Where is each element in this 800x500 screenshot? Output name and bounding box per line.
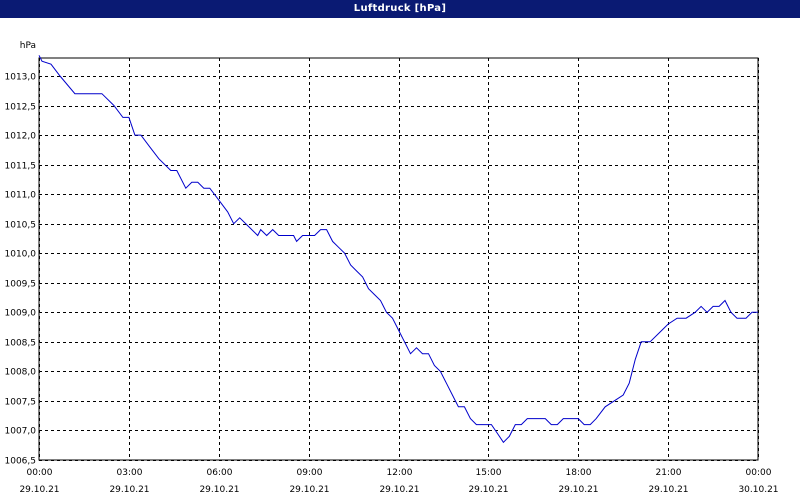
x-tick-date: 29.10.21 — [19, 485, 59, 495]
y-tick-label: 1010,5 — [5, 221, 37, 231]
grid-lines — [38, 57, 759, 461]
x-tick-time: 12:00 — [387, 468, 413, 478]
y-tick-label: 1012,0 — [5, 132, 37, 142]
y-tick-label: 1011,5 — [5, 162, 37, 172]
x-tick-time: 03:00 — [117, 468, 143, 478]
x-tick-date: 29.10.21 — [199, 485, 239, 495]
y-tick-label: 1012,5 — [5, 103, 37, 113]
x-tick-time: 06:00 — [207, 468, 233, 478]
y-tick-label: 1007,0 — [5, 427, 37, 437]
x-tick-date: 30.10.21 — [738, 485, 778, 495]
y-tick-label: 1009,5 — [5, 280, 37, 290]
x-tick-date: 29.10.21 — [379, 485, 419, 495]
series-line — [38, 55, 758, 444]
x-tick-time: 00:00 — [27, 468, 53, 478]
y-tick-label: 1009,0 — [5, 309, 37, 319]
y-tick-label: 1008,0 — [5, 368, 37, 378]
y-tick-label: 1008,5 — [5, 339, 37, 349]
x-tick-date: 29.10.21 — [468, 485, 508, 495]
x-tick-time: 09:00 — [297, 468, 323, 478]
x-tick-time: 00:00 — [746, 468, 772, 478]
y-tick-label: 1006,5 — [5, 457, 37, 467]
axis-labels: 1013,0 1012,5 1012,0 1011,5 1011,0 1010,5 1010… — [5, 41, 779, 495]
chart-plot: 1013,0 1012,5 1012,0 1011,5 1011,0 1010,5 1010… — [5, 41, 779, 495]
series-lines — [38, 55, 758, 444]
y-tick-label: 1007,5 — [5, 398, 37, 408]
x-tick-date: 29.10.21 — [289, 485, 329, 495]
plot-frame — [38, 57, 759, 461]
y-tick-label: 1011,0 — [5, 191, 37, 201]
window-title: Luftdruck [hPa] — [0, 0, 800, 18]
y-tick-label: 1013,0 — [5, 73, 37, 83]
x-tick-time: 18:00 — [566, 468, 592, 478]
x-tick-date: 29.10.21 — [558, 485, 598, 495]
x-tick-time: 15:00 — [476, 468, 502, 478]
y-tick-label: 1010,0 — [5, 250, 37, 260]
x-tick-date: 29.10.21 — [648, 485, 688, 495]
x-tick-date: 29.10.21 — [109, 485, 149, 495]
y-axis-label: hPa — [20, 41, 36, 51]
x-tick-time: 21:00 — [656, 468, 682, 478]
